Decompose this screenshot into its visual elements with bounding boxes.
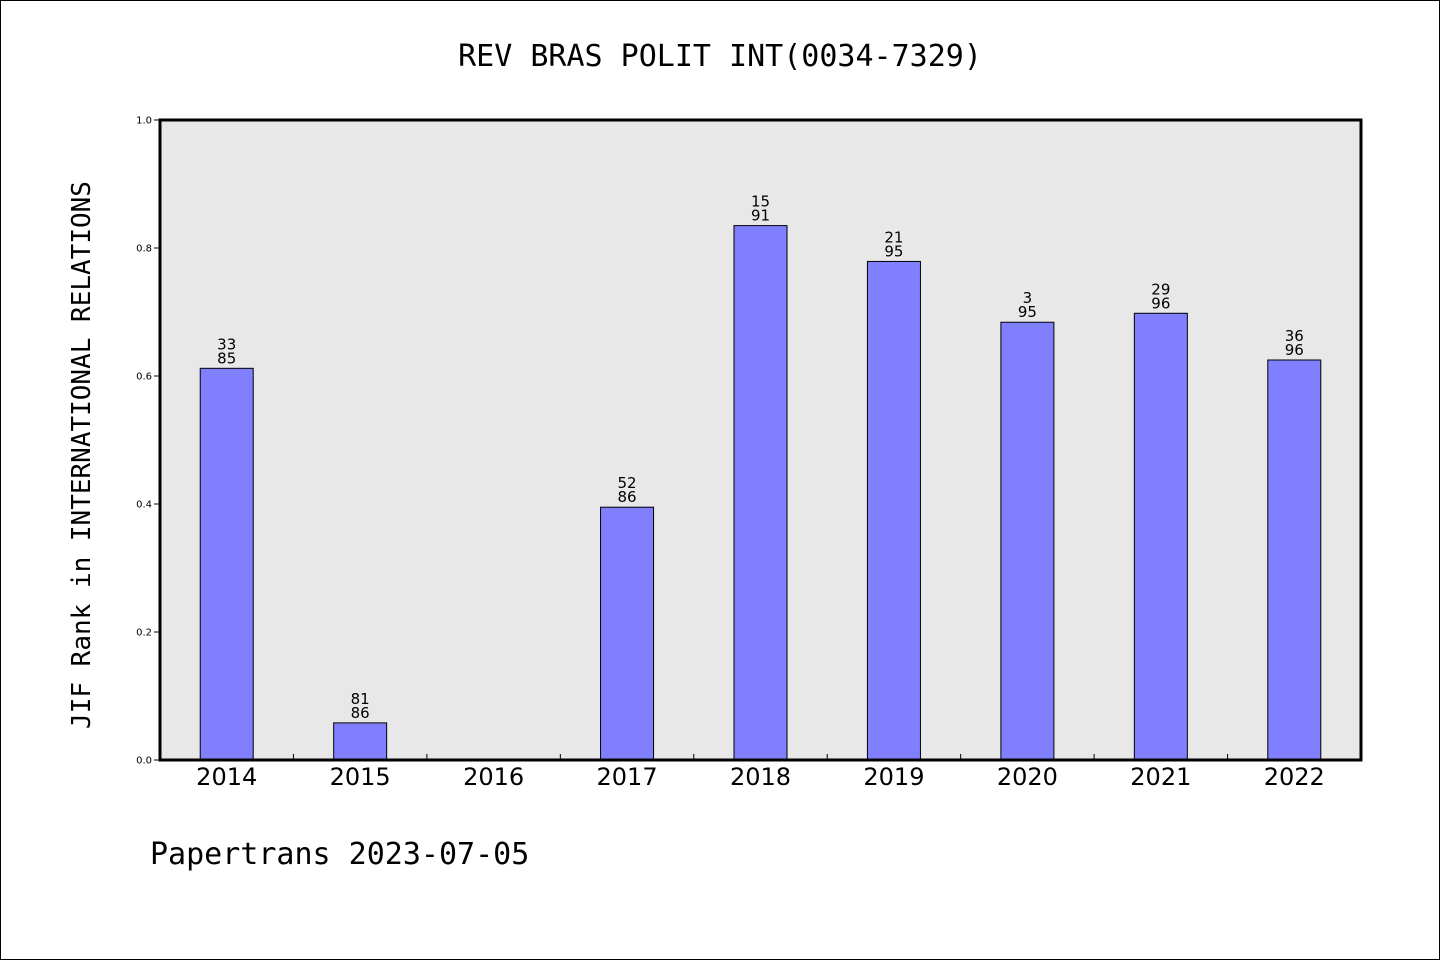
bar-label-total: 96 [1285,341,1304,359]
y-tick-label: 0.6 [136,372,152,383]
bar-label-total: 85 [217,349,236,367]
bar-label-total: 95 [1018,303,1037,321]
x-tick-label: 2018 [730,763,791,791]
y-tick-label: 0.8 [136,244,152,255]
bar-label-total: 86 [351,704,370,722]
bar-2018 [733,225,788,761]
plot-border [158,118,1363,762]
x-tick-label: 2015 [330,763,391,791]
y-axis: 0.0 0.2 0.4 0.6 0.8 1.0 [136,116,160,767]
bar-2021 [1133,312,1188,761]
x-axis: 2014 2015 2016 2017 2018 2019 2020 2021 2022 [196,754,1325,791]
bar-label-total: 91 [751,207,770,225]
bar-label-rank: 21 [884,228,903,246]
bar-label-rank: 33 [217,335,236,353]
footer-text: Papertrans 2023-07-05 [150,837,529,872]
bar-label-total: 96 [1151,294,1170,312]
bar-label-rank: 29 [1151,280,1170,298]
bar-2019 [866,260,921,761]
x-tick-label: 2022 [1264,763,1325,791]
bar-label-rank: 81 [351,690,370,708]
y-tick-label: 1.0 [136,116,152,127]
bar-label-rank: 52 [618,474,637,492]
bar-label-total: 95 [884,242,903,260]
y-tick-label: 0.2 [136,628,152,639]
x-tick-label: 2017 [597,763,658,791]
bar-label-rank: 3 [1023,289,1033,307]
bar-label-rank: 36 [1285,327,1304,345]
bar-2017 [600,506,655,761]
x-tick-label: 2016 [463,763,524,791]
bar-2015 [333,722,388,761]
x-tick-label: 2019 [863,763,924,791]
x-tick-label: 2014 [196,763,257,791]
x-tick-label: 2021 [1130,763,1191,791]
y-tick-label: 0.4 [136,500,152,511]
bar-2022 [1267,359,1322,761]
chart-title: REV BRAS POLIT INT(0034-7329) [458,39,982,74]
y-axis-label: JIF Rank in INTERNATIONAL RELATIONS [67,181,97,729]
bar-2014 [199,367,254,761]
y-tick-label: 0.0 [136,756,152,767]
bar-label-total: 86 [618,488,637,506]
bar-2020 [1000,321,1055,761]
bar-label-rank: 15 [751,193,770,211]
x-tick-label: 2020 [997,763,1058,791]
